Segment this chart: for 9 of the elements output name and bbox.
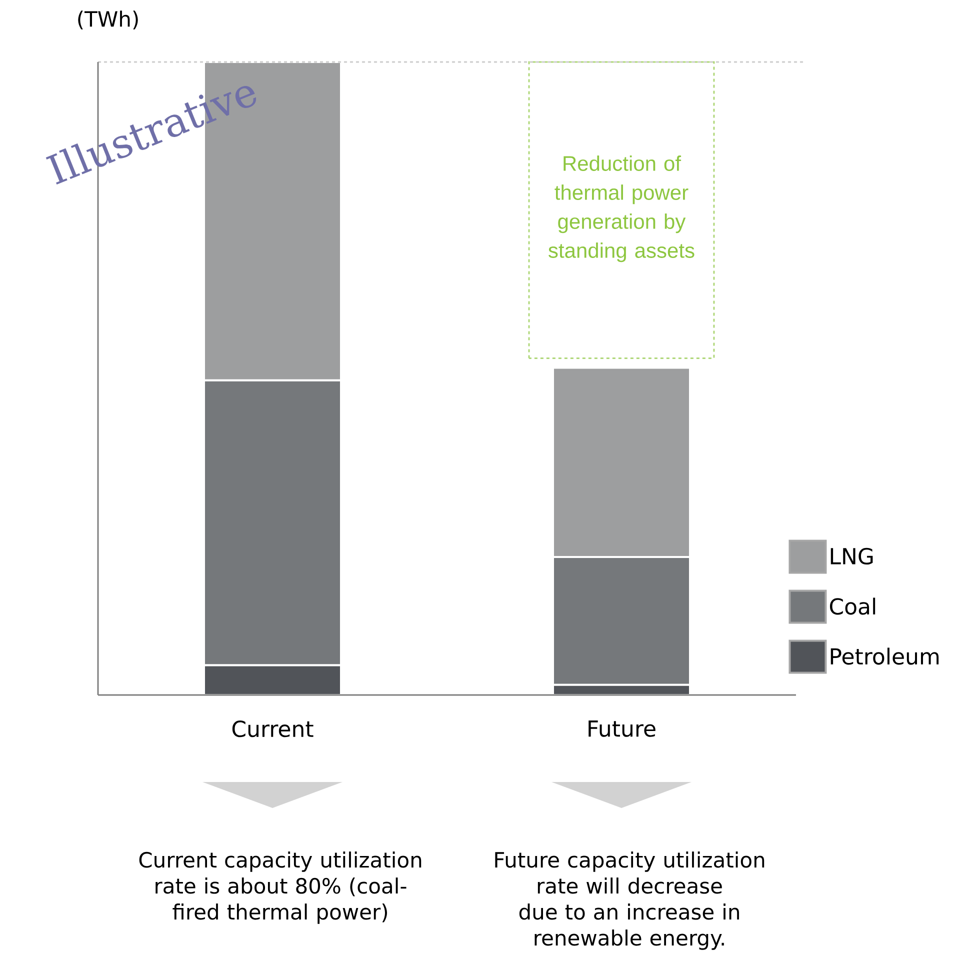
legend-label: Petroleum [830, 648, 939, 665]
text: Future capacity utilization rate will decrease due to an increase in renewable energy. [495, 852, 764, 950]
x-tick-label: Future [588, 720, 656, 737]
x-tick-label: Current [232, 720, 314, 738]
legend-label: LNG [830, 548, 873, 565]
legend-label: Coal [830, 598, 876, 615]
text: Current capacity utilization rate is about 80% (coal-fired thermal power) [139, 852, 422, 924]
y-axis-title: (TWh) [78, 10, 138, 30]
annotation: Reduction of thermal power generation by standing assets [548, 156, 694, 262]
